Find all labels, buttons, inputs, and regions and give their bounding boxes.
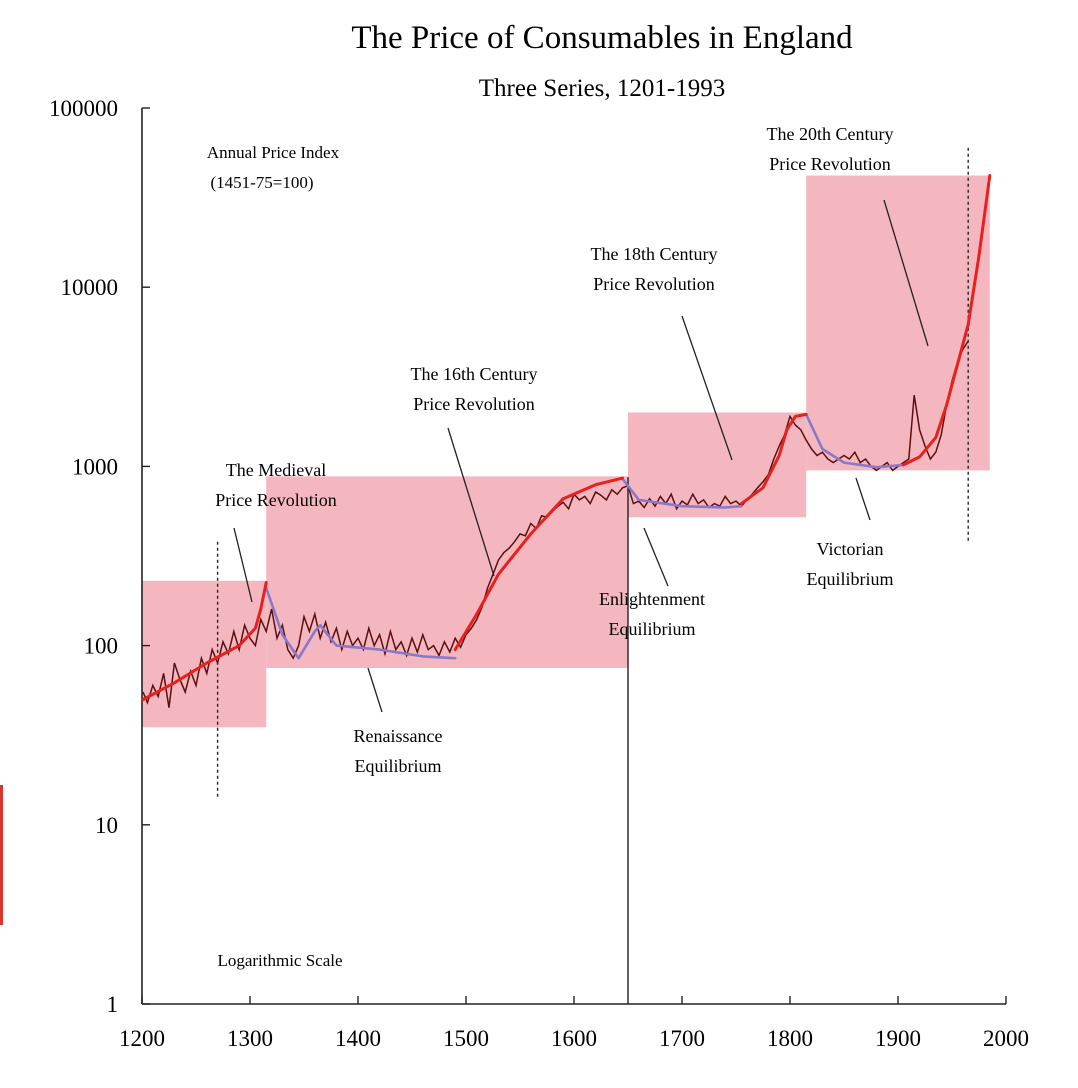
leader-line-5	[643, 527, 669, 587]
period-label-4: Equilibrium	[355, 756, 442, 776]
period-label-2: The 18th Century	[591, 244, 718, 264]
period-labels: The Medieval Price Revolution The 16th Cen…	[215, 124, 929, 776]
period-label-6: Equilibrium	[807, 569, 894, 589]
leader-line-1	[447, 427, 495, 577]
period-boxes	[142, 175, 990, 728]
leader-line-0	[233, 527, 253, 603]
log-scale-note: Logarithmic Scale	[217, 951, 342, 970]
x-tick-label: 1400	[335, 1026, 381, 1051]
leader-line-4	[367, 667, 383, 713]
left-edge-red-marker	[0, 785, 3, 925]
leader-line-3	[883, 199, 929, 347]
x-tick-label: 1900	[875, 1026, 921, 1051]
y-tick-label: 10000	[61, 275, 119, 300]
chart-subtitle: Three Series, 1201-1993	[479, 75, 725, 102]
period-label-3: The 20th Century	[767, 124, 894, 144]
revolution-box-3	[806, 175, 990, 471]
x-tick-label: 1300	[227, 1026, 273, 1051]
reference-lines	[216, 147, 969, 1004]
period-label-5: Equilibrium	[609, 619, 696, 639]
revolution-trend-line-2	[739, 412, 808, 506]
y-tick-label: 10	[95, 813, 118, 838]
revolution-trend-line-3	[901, 174, 992, 467]
period-label-5: Enlightenment	[599, 589, 705, 609]
period-label-6: Victorian	[817, 539, 884, 559]
equilibrium-trend-line-1	[621, 477, 743, 509]
equilibrium-trend-line-0	[264, 586, 457, 660]
period-label-3: Price Revolution	[769, 154, 890, 174]
period-label-1: Price Revolution	[413, 394, 534, 414]
x-tick-label: 1600	[551, 1026, 597, 1051]
chart-title: The Price of Consumables in England	[351, 20, 853, 56]
revolution-box-0	[142, 580, 267, 728]
y-tick-label: 100	[84, 634, 119, 659]
x-tick-label: 2000	[983, 1026, 1029, 1051]
leader-line-6	[855, 477, 871, 521]
period-label-0: Price Revolution	[215, 490, 336, 510]
equilibrium-trend-line-2	[804, 413, 905, 469]
index-note-line1: Annual Price Index	[207, 143, 340, 162]
x-tick-label: 1700	[659, 1026, 705, 1051]
index-note-line2: (1451-75=100)	[210, 173, 313, 192]
y-tick-label: 100000	[49, 96, 118, 121]
revolution-trend-line-0	[141, 581, 268, 701]
x-tick-label: 1800	[767, 1026, 813, 1051]
period-label-4: Renaissance	[354, 726, 443, 746]
trend-series	[141, 174, 992, 701]
period-label-1: The 16th Century	[411, 364, 538, 384]
y-tick-label: 1000	[72, 454, 118, 479]
y-tick-label: 1	[107, 992, 119, 1017]
chart-notes: Annual Price Index (1451-75=100) Logarithm…	[207, 143, 343, 970]
revolution-trend-line-1	[453, 476, 625, 652]
period-label-0: The Medieval	[226, 460, 326, 480]
axes: 1200 1300 1400 1500 1600 1700 1800 1900 2000 1 10 1…	[49, 96, 1029, 1051]
period-label-2: Price Revolution	[593, 274, 714, 294]
x-tick-label: 1500	[443, 1026, 489, 1051]
x-tick-label: 1200	[119, 1026, 165, 1051]
leader-line-2	[681, 315, 733, 461]
